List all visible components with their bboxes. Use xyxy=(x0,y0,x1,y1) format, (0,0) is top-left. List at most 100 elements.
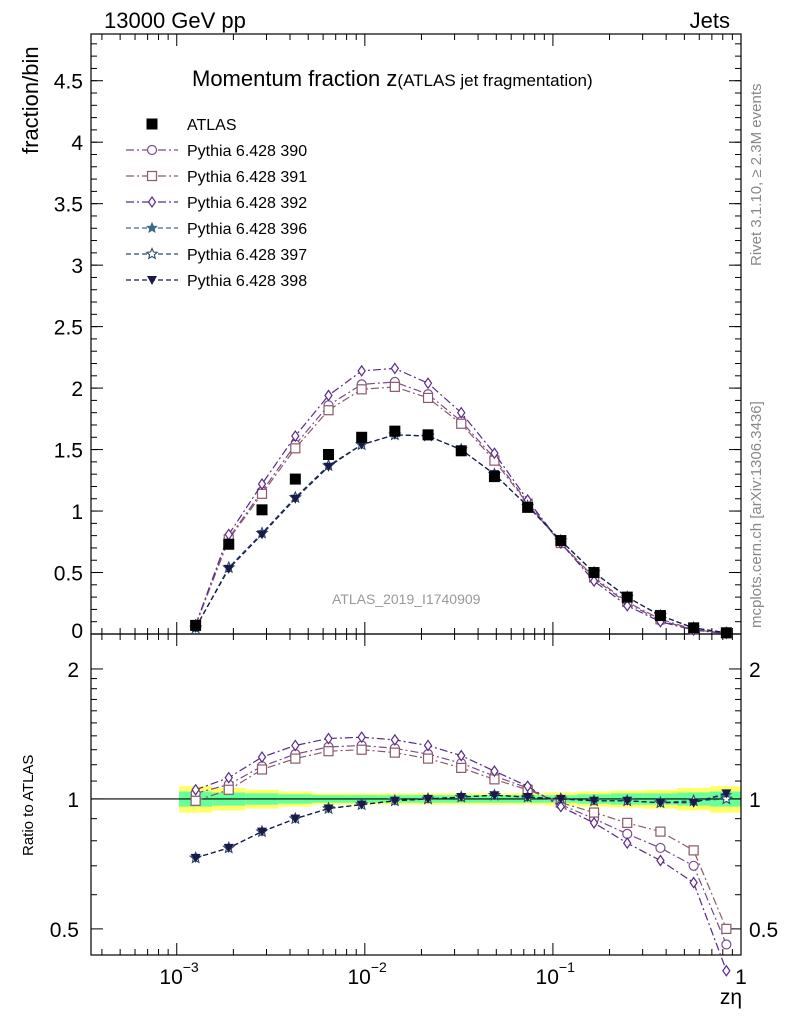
series-point xyxy=(356,440,367,450)
ratio-series-point xyxy=(589,816,599,829)
ratio-series-point xyxy=(190,853,201,863)
ratio-series-point xyxy=(257,827,268,837)
x-tick-label-exponent: −2 xyxy=(371,959,387,975)
ratio-series-point xyxy=(190,795,201,806)
ratio-series-point xyxy=(290,814,301,824)
series-point xyxy=(422,392,434,404)
x-tick-label-base: 1 xyxy=(735,966,747,989)
ratio-series-point xyxy=(256,764,268,775)
data-point xyxy=(455,445,467,457)
data-point xyxy=(588,567,600,579)
ratio-series-point xyxy=(721,939,732,950)
y-tick-label: 2.5 xyxy=(54,317,83,340)
legend-marker xyxy=(146,144,158,156)
ratio-series-point xyxy=(291,739,300,752)
y-tick-label: 3 xyxy=(71,255,83,278)
ratio-series-point xyxy=(721,789,732,799)
ratio-series-line xyxy=(195,744,727,945)
legend-item: Pythia 6.428 396 xyxy=(126,221,307,238)
data-point xyxy=(190,619,202,631)
series-point xyxy=(323,405,334,416)
ratio-series-3 xyxy=(191,731,731,977)
ratio-series-point xyxy=(323,804,334,814)
series-point xyxy=(589,575,599,588)
legend-item: ATLAS xyxy=(146,117,237,134)
ratio-series-point xyxy=(456,762,467,773)
series-point xyxy=(324,389,333,402)
series-point xyxy=(291,430,300,443)
ratio-series-point xyxy=(622,796,633,806)
atlas-data xyxy=(190,425,732,639)
x-tick-label-base: 10 xyxy=(536,966,559,989)
ratio-series-point xyxy=(522,793,533,803)
ratio-y-tick-label: 0.5 xyxy=(50,919,79,942)
ratio-series-point xyxy=(719,791,733,805)
ratio-series-point xyxy=(588,807,600,818)
ratio-series-line xyxy=(195,749,727,930)
series-line xyxy=(195,381,727,634)
data-point xyxy=(555,535,567,547)
plot-title-main: Momentum fraction z xyxy=(192,66,398,91)
ratio-series-point xyxy=(622,828,633,839)
ratio-y-tick-label-right: 0.5 xyxy=(749,919,778,942)
ratio-series-point xyxy=(324,732,333,745)
legend-label: Pythia 6.428 390 xyxy=(187,143,307,160)
legend-marker xyxy=(147,276,157,285)
series-point xyxy=(389,381,400,392)
ratio-y-tick-label: 1 xyxy=(67,789,79,812)
ratio-series-point xyxy=(722,964,731,977)
ratio-series-point xyxy=(556,800,566,813)
series-point xyxy=(290,443,301,454)
legend-item: Pythia 6.428 392 xyxy=(126,195,307,212)
data-point xyxy=(488,471,500,483)
data-point xyxy=(720,627,732,639)
data-point xyxy=(654,610,666,622)
ratio-series-point xyxy=(423,739,433,752)
ratio-series-point xyxy=(290,753,301,764)
ratio-series-2 xyxy=(190,744,732,934)
x-tick-label-exponent: −1 xyxy=(559,959,575,975)
x-tick-label-exponent: −3 xyxy=(183,959,199,975)
series-point xyxy=(257,530,268,540)
data-point xyxy=(389,425,401,437)
legend-marker xyxy=(146,170,158,182)
y-tick-label: 4.5 xyxy=(54,71,83,94)
ratio-series-point xyxy=(223,843,234,853)
data-point xyxy=(289,473,301,485)
ratio-series-point xyxy=(323,746,334,757)
data-point xyxy=(256,504,268,516)
ratio-y-tick-label-right: 1 xyxy=(749,789,761,812)
legend-item: Pythia 6.428 397 xyxy=(126,247,307,264)
legend: ATLAS Pythia 6.428 390 Pythia 6.428 391 Pyt… xyxy=(126,117,307,290)
ratio-series-point xyxy=(721,923,732,934)
y-tick-label: 1 xyxy=(71,501,83,524)
plot-title-sub: (ATLAS jet fragmentation) xyxy=(397,71,593,90)
ratio-series-point xyxy=(356,800,367,810)
x-tick-label: 10 −1 xyxy=(536,959,576,989)
ratio-series-point xyxy=(389,796,400,806)
ratio-series-point xyxy=(655,798,666,808)
ratio-series-point xyxy=(422,753,434,764)
y-tick-label: 4 xyxy=(71,132,83,155)
ratio-y-tick-label-right: 2 xyxy=(749,659,761,682)
ratio-series-point xyxy=(257,751,267,764)
x-tick-label: 10 −2 xyxy=(347,959,387,989)
series-point xyxy=(290,494,301,504)
series-point xyxy=(357,364,366,377)
ratio-series-point xyxy=(656,854,665,867)
ratio-series-point xyxy=(623,837,632,850)
y-tick-label: 3.5 xyxy=(54,194,83,217)
legend-marker xyxy=(146,118,158,130)
legend-item: Pythia 6.428 391 xyxy=(126,169,307,186)
ratio-series-point xyxy=(423,794,434,804)
y-tick-label: 0.5 xyxy=(54,563,83,586)
ratio-series-point xyxy=(622,817,633,828)
legend-marker xyxy=(146,221,158,234)
plot-title: Momentum fraction z(ATLAS jet fragmentat… xyxy=(192,66,593,92)
legend-label: Pythia 6.428 396 xyxy=(187,221,307,238)
y-axis-label-ratio: Ratio to ATLAS xyxy=(20,754,37,856)
ratio-y-tick-label: 2 xyxy=(67,659,79,682)
ratio-series-point xyxy=(223,784,234,795)
x-tick-label: 10 −3 xyxy=(159,959,199,989)
